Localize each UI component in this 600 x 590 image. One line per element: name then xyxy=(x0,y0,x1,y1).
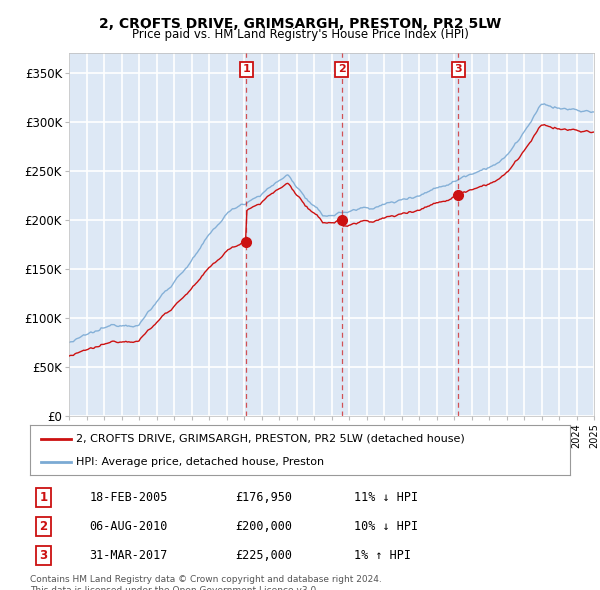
Text: £176,950: £176,950 xyxy=(235,491,292,504)
Text: HPI: Average price, detached house, Preston: HPI: Average price, detached house, Pres… xyxy=(76,457,324,467)
Text: 2, CROFTS DRIVE, GRIMSARGH, PRESTON, PR2 5LW (detached house): 2, CROFTS DRIVE, GRIMSARGH, PRESTON, PR2… xyxy=(76,434,464,444)
Text: 31-MAR-2017: 31-MAR-2017 xyxy=(89,549,168,562)
Text: 10% ↓ HPI: 10% ↓ HPI xyxy=(354,520,418,533)
Text: £200,000: £200,000 xyxy=(235,520,292,533)
Text: 1: 1 xyxy=(242,64,250,74)
Text: 18-FEB-2005: 18-FEB-2005 xyxy=(89,491,168,504)
Text: 3: 3 xyxy=(455,64,462,74)
Text: 2: 2 xyxy=(40,520,47,533)
Text: Contains HM Land Registry data © Crown copyright and database right 2024.
This d: Contains HM Land Registry data © Crown c… xyxy=(30,575,382,590)
Text: 3: 3 xyxy=(40,549,47,562)
Text: 1% ↑ HPI: 1% ↑ HPI xyxy=(354,549,411,562)
Text: £225,000: £225,000 xyxy=(235,549,292,562)
Text: 06-AUG-2010: 06-AUG-2010 xyxy=(89,520,168,533)
Text: 2: 2 xyxy=(338,64,346,74)
Text: Price paid vs. HM Land Registry's House Price Index (HPI): Price paid vs. HM Land Registry's House … xyxy=(131,28,469,41)
Text: 11% ↓ HPI: 11% ↓ HPI xyxy=(354,491,418,504)
Text: 1: 1 xyxy=(40,491,47,504)
Text: 2, CROFTS DRIVE, GRIMSARGH, PRESTON, PR2 5LW: 2, CROFTS DRIVE, GRIMSARGH, PRESTON, PR2… xyxy=(99,17,501,31)
